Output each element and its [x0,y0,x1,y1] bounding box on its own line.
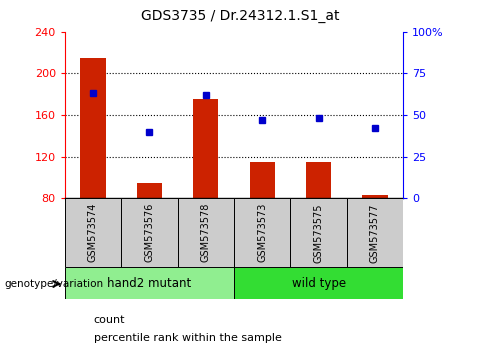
Text: count: count [94,315,125,325]
Text: GSM573574: GSM573574 [88,203,98,262]
Bar [250,162,275,198]
Bar [178,198,234,267]
Bar [234,198,290,267]
Text: GSM573573: GSM573573 [257,203,267,262]
Bar [234,267,403,299]
Text: GSM573576: GSM573576 [144,203,155,262]
Text: GDS3735 / Dr.24312.1.S1_at: GDS3735 / Dr.24312.1.S1_at [141,9,339,23]
Bar [121,198,178,267]
Text: hand2 mutant: hand2 mutant [107,277,192,290]
Bar [193,99,218,198]
Bar [65,198,121,267]
Bar [65,267,234,299]
Text: GSM573578: GSM573578 [201,203,211,262]
Text: wild type: wild type [291,277,346,290]
Bar [290,198,347,267]
Text: percentile rank within the sample: percentile rank within the sample [94,333,281,343]
Bar [306,162,331,198]
Bar [80,58,106,198]
Bar [362,195,388,198]
Bar [137,183,162,198]
Text: GSM573577: GSM573577 [370,203,380,263]
Text: genotype/variation: genotype/variation [5,279,104,289]
Bar [347,198,403,267]
Text: GSM573575: GSM573575 [313,203,324,263]
